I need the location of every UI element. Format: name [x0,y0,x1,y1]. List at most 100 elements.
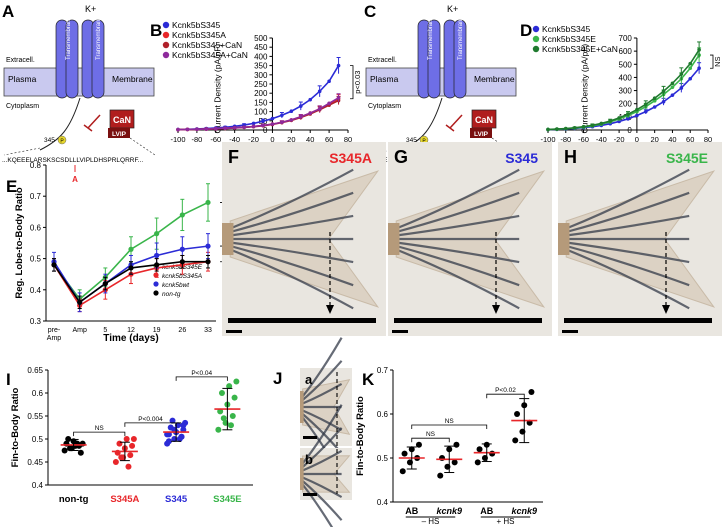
y-tick-label: 700 [619,34,633,43]
panel-letter: F [228,147,239,167]
data-point [123,436,130,442]
x-tick-label: kcnk9 [436,506,462,516]
y-tick-label: 400 [254,52,268,61]
data-point [226,383,233,390]
extracellular-label: Extracell. [368,57,397,64]
y-tick-label: 250 [254,80,268,89]
c-terminal-tail [39,97,81,151]
data-point [215,426,222,433]
y-tick-label: 0.3 [30,317,42,326]
fin-ray-stripe [302,476,343,499]
tm-label: Transmembrane [458,16,464,60]
fin-ray-stripe [395,191,520,234]
legend-entry: Kcnk5bS345A+CaN [172,50,248,60]
group-label: – HS [422,517,440,526]
panel-letter: B [150,21,162,40]
data-point [399,468,406,475]
data-point [129,442,136,449]
x-tick-label: S345A [110,494,139,505]
x-tick-label: -80 [560,135,571,144]
fin-ray-stripe [302,449,343,472]
fin-ray-stripe [395,248,520,310]
data-point [635,113,639,118]
y-tick-label: 400 [619,73,633,82]
x-tick-label: -40 [596,135,607,144]
y-tick-label: 0.8 [30,161,42,170]
data-point [233,378,240,385]
x-tick-label: -20 [614,135,625,144]
data-point [205,259,211,265]
x-tick-label: Amp [72,327,87,334]
significance-bracket [411,437,450,443]
fin-ray-stripe [565,248,690,310]
phospho-label: P [60,139,64,145]
data-point [415,441,422,448]
membrane-band [3,67,155,97]
data-point [308,97,313,102]
y-tick-label: 0.4 [377,498,389,507]
legend-marker [162,31,170,39]
data-point [125,463,132,470]
fin-ray-stripe [301,360,343,401]
panel-letter: E [6,177,17,196]
data-point [437,472,444,479]
legend-entry: non-tg [162,291,181,298]
data-point [251,124,256,129]
significance-label: P<0.02 [495,387,516,394]
lvip-label: LVIP [474,131,489,138]
data-point [280,113,284,118]
panel-letter: D [520,21,532,40]
scale-bar [228,318,376,323]
significance-label: p<0.03 [353,71,362,94]
x-tick-label: -100 [170,135,185,144]
data-point [476,446,483,453]
significance-bracket [710,54,714,69]
site-label: 345 [44,137,55,144]
data-point [474,459,481,466]
data-point [679,86,684,90]
y-tick-label: 0.5 [30,255,42,264]
phospho-label: P [422,139,426,145]
data-point [563,126,568,131]
x-tick-label: 5 [103,327,107,334]
data-point [204,127,209,131]
data-point [270,116,275,121]
y-tick-label: 0.5 [377,454,389,463]
x-tick-label: 80 [704,135,712,144]
fin-ray-stripe [229,191,354,234]
fin-ray-stripe [301,404,343,465]
k-ion-label: K+ [85,4,96,14]
x-tick-label: 40 [306,135,314,144]
legend-entry: Kcnk5bS345 [542,24,590,34]
legend-marker [153,272,159,278]
membrane-label: Membrane [112,74,153,84]
x-tick-label: S345 [165,494,188,505]
chart-i: I 0.4 0.45 0.5 0.55 0.6 0.65 Fin-to-Body Ratio n… [6,366,253,505]
y-tick-label: 0.7 [30,192,42,201]
data-point [213,126,218,131]
sub-panel-letter: b [305,452,313,467]
data-point [336,63,341,68]
channel-helix [91,19,105,99]
significance-label: NS [95,425,105,432]
fin-ray-stripe [396,241,520,264]
data-point [218,390,225,396]
fin-photos: F S345A G S345 H S345E J a b [222,142,722,527]
scale-bar-small [226,330,242,333]
x-tick-label: 20 [650,135,658,144]
data-point [514,411,521,417]
data-point [327,101,331,106]
data-point [118,454,125,461]
significance-bracket [175,376,228,381]
zoom-line [3,147,41,156]
panel-letter: H [564,147,577,167]
legend-marker [532,35,540,43]
scale-bar-small [303,493,317,496]
data-point [453,441,460,448]
data-point [697,66,701,71]
data-point [451,459,458,466]
significance-label: NS [713,56,722,66]
legend-entry: kcnk5bS345A [162,273,202,280]
data-point [280,120,284,125]
